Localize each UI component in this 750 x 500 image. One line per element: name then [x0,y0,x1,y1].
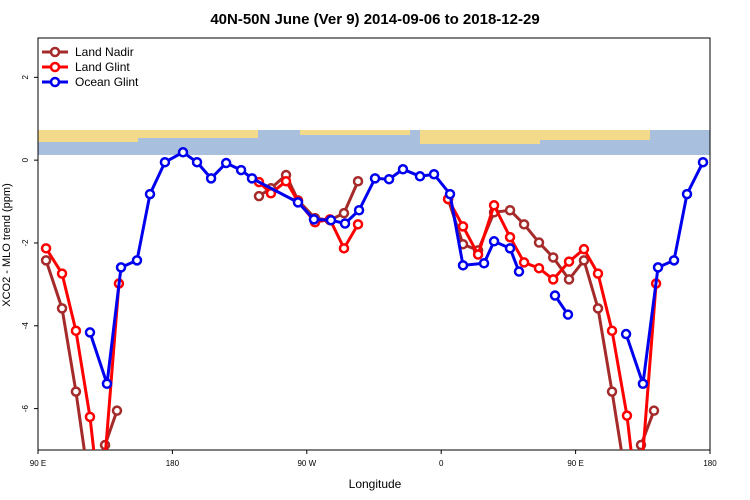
point [308,214,320,225]
point [444,188,456,200]
point [352,219,364,230]
point [353,205,365,216]
point [513,266,525,277]
point [56,303,68,314]
point [397,164,409,175]
x-tick-label: 90 E [30,459,46,468]
x-tick-label: 90 W [297,459,316,468]
point [338,243,350,254]
legend-label: Ocean Glint [75,75,139,89]
point [131,255,143,266]
point [84,327,96,338]
point [235,164,247,176]
legend-label: Land Nadir [75,45,134,59]
point [648,405,660,416]
y-tick-label: 0 [21,157,30,162]
point [339,218,351,229]
point [457,221,469,232]
point [549,290,561,301]
point [246,173,258,184]
point [86,487,94,495]
point [70,386,82,397]
y-tick-label: -4 [21,322,30,330]
point [56,268,68,279]
point [488,200,500,211]
point [40,255,52,266]
point [220,157,232,169]
plot-frame [37,37,711,451]
point [457,260,469,271]
legend-marker [49,61,61,73]
map-strip [38,130,710,155]
point [472,249,484,260]
x-tick-label: 90 E [567,459,583,468]
point [592,268,604,279]
point [547,274,559,285]
point [578,243,590,255]
y-tick-label: 2 [21,75,30,80]
point [624,487,632,495]
point [563,256,575,267]
x-axis-label: Longitude [349,477,402,491]
point [504,205,516,216]
point [338,207,350,219]
point [697,156,709,168]
point [40,243,52,254]
point [369,173,381,184]
point [668,255,680,266]
point [621,410,633,421]
point [504,231,516,243]
point [478,258,490,269]
chart-title: 40N-50N June (Ver 9) 2014-09-06 to 2018-… [210,11,539,28]
point [562,309,574,320]
point [205,173,217,184]
legend-label: Land Glint [75,60,130,74]
point [352,176,364,187]
point [292,197,304,208]
point [428,168,440,180]
point [637,378,649,389]
series-line [44,179,658,450]
point [620,328,632,340]
point [606,386,618,397]
legend-marker [49,76,61,88]
point [253,190,265,202]
point [414,171,426,182]
series-line [88,150,705,385]
point [547,252,559,263]
x-tick-label: 0 [439,459,444,468]
y-tick-label: -2 [21,239,30,247]
point [518,219,530,230]
point [578,255,590,266]
point [177,147,189,158]
x-tick-label: 180 [166,459,180,468]
point [681,188,693,200]
point [84,411,96,423]
point [111,405,123,416]
point [115,262,127,273]
point [592,303,604,314]
point [101,378,113,389]
point [383,173,395,185]
point [191,156,203,168]
point [159,156,171,168]
point [606,325,618,336]
plot-area [40,147,709,495]
point [70,325,82,336]
point [563,274,575,285]
point [518,257,530,268]
point [488,236,500,247]
point [533,262,545,274]
point [325,214,337,226]
point [533,237,545,248]
point [144,188,156,200]
point [504,243,516,254]
y-tick-label: -6 [21,404,30,412]
point [652,262,664,273]
y-axis-label: XCO2 - MLO trend (ppm) [1,183,13,306]
x-tick-label: 180 [703,459,717,468]
point [280,176,292,187]
legend-marker [49,46,61,58]
